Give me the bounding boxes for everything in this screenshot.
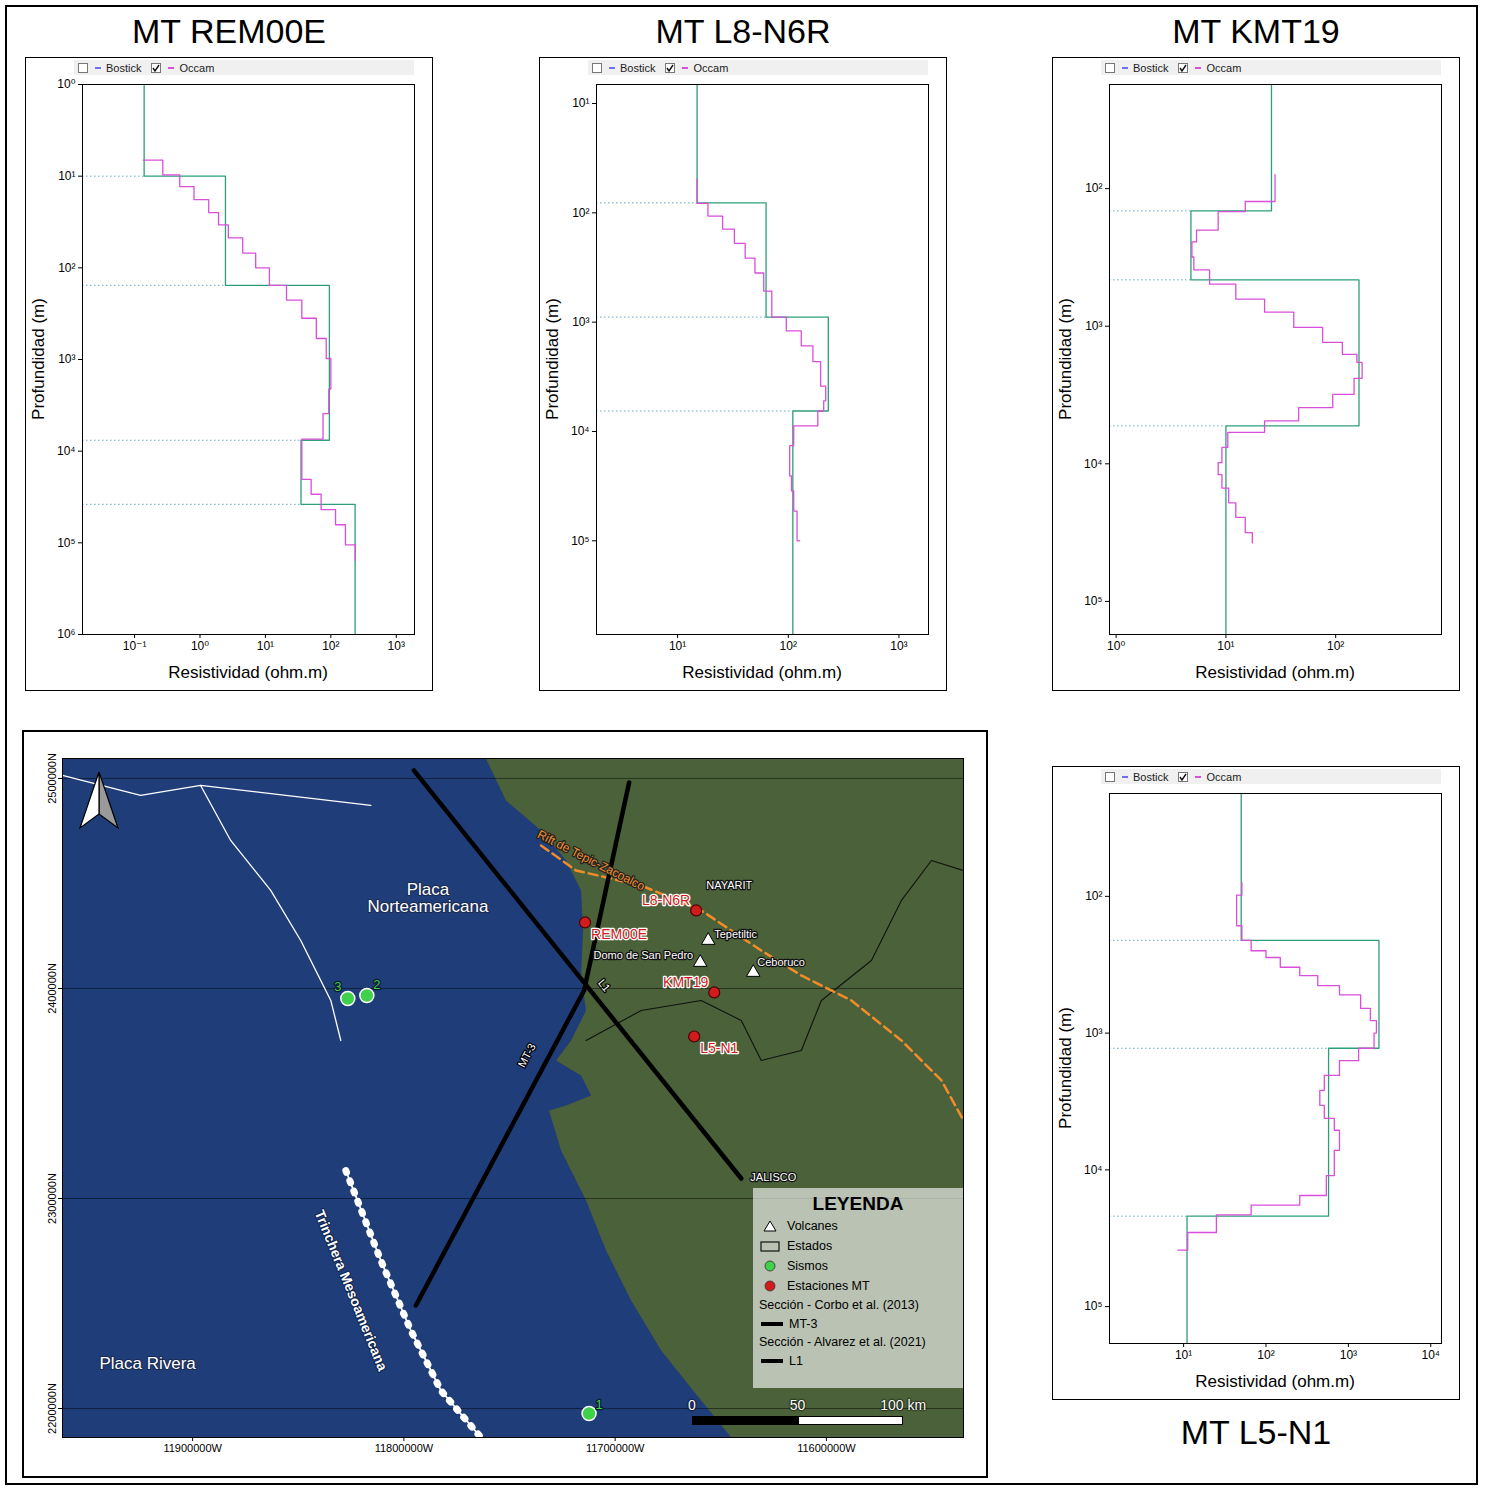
svg-text:10³: 10³ xyxy=(890,639,907,653)
svg-text:2500000N: 2500000N xyxy=(46,753,58,804)
svg-text:10²: 10² xyxy=(1085,889,1102,903)
html-text:Resistividad (ohm.m): Resistividad (ohm.m) xyxy=(1195,1372,1355,1391)
html-text:Bostick: Bostick xyxy=(1133,61,1169,74)
svg-text:REM00E: REM00E xyxy=(591,926,647,942)
html-text:Estados: Estados xyxy=(787,1239,833,1253)
svg-text:3: 3 xyxy=(334,979,341,994)
svg-text:10⁶: 10⁶ xyxy=(57,627,75,641)
svg-text:10²: 10² xyxy=(322,639,339,653)
svg-text:Trinchera Mesoamericana: Trinchera Mesoamericana xyxy=(312,1208,391,1374)
svg-text:10⁴: 10⁴ xyxy=(1084,1163,1103,1177)
svg-text:Rift de Tepic-Zacoalco: Rift de Tepic-Zacoalco xyxy=(535,827,647,893)
svg-text:10⁴: 10⁴ xyxy=(1084,457,1103,471)
html-text:Occam: Occam xyxy=(1206,61,1242,74)
svg-text:PlacaNorteamericana: PlacaNorteamericana xyxy=(367,880,488,916)
html-text:Sección - Corbo et al. (2013): Sección - Corbo et al. (2013) xyxy=(759,1298,919,1312)
svg-text:10²: 10² xyxy=(780,639,797,653)
html-text:Resistividad (ohm.m): Resistividad (ohm.m) xyxy=(682,663,842,682)
svg-text:10²: 10² xyxy=(572,206,589,220)
html-text:Sección - Alvarez et al. (2021: Sección - Alvarez et al. (2021) xyxy=(759,1335,926,1349)
svg-text:L1: L1 xyxy=(596,977,613,994)
svg-text:10¹: 10¹ xyxy=(58,169,75,183)
svg-text:10⁵: 10⁵ xyxy=(57,536,75,550)
svg-text:KMT19: KMT19 xyxy=(663,974,708,990)
html-text:Occam: Occam xyxy=(179,61,215,74)
svg-text:L5-N1: L5-N1 xyxy=(700,1040,738,1056)
svg-text:10¹: 10¹ xyxy=(1175,1348,1192,1362)
svg-text:11700000W: 11700000W xyxy=(586,1442,645,1454)
svg-text:10⁴: 10⁴ xyxy=(571,424,590,438)
html-text:L1: L1 xyxy=(789,1353,803,1368)
svg-text:10²: 10² xyxy=(1327,639,1344,653)
html-text:Occam: Occam xyxy=(693,61,729,74)
html-text:Resistividad (ohm.m): Resistividad (ohm.m) xyxy=(168,663,328,682)
svg-text:10²: 10² xyxy=(58,261,75,275)
svg-text:10⁵: 10⁵ xyxy=(1084,594,1102,608)
html-text:Resistividad (ohm.m): Resistividad (ohm.m) xyxy=(1195,663,1355,682)
html-text:50: 50 xyxy=(789,1397,806,1413)
svg-text:L8-N6R: L8-N6R xyxy=(642,892,690,908)
svg-text:11800000W: 11800000W xyxy=(375,1442,434,1454)
svg-text:JALISCO: JALISCO xyxy=(750,1171,796,1183)
svg-text:10⁴: 10⁴ xyxy=(57,444,76,458)
svg-text:10⁴: 10⁴ xyxy=(1422,1348,1441,1362)
html-text:LEYENDA: LEYENDA xyxy=(812,1193,904,1214)
svg-text:10⁵: 10⁵ xyxy=(571,534,589,548)
svg-text:10³: 10³ xyxy=(388,639,405,653)
svg-text:10³: 10³ xyxy=(1085,1026,1102,1040)
html-text:Bostick: Bostick xyxy=(620,61,656,74)
html-text:MT KMT19: MT KMT19 xyxy=(1172,12,1340,50)
svg-text:Domo de San Pedro: Domo de San Pedro xyxy=(594,949,694,961)
svg-text:2400000N: 2400000N xyxy=(46,963,58,1014)
svg-text:11600000W: 11600000W xyxy=(797,1442,856,1454)
html-text:MT L5-N1: MT L5-N1 xyxy=(1180,1413,1332,1451)
html-text:MT REM00E: MT REM00E xyxy=(132,12,326,50)
svg-text:10⁵: 10⁵ xyxy=(1084,1299,1102,1313)
html-text:Bostick: Bostick xyxy=(1133,770,1169,783)
html-text:MT L8-N6R: MT L8-N6R xyxy=(655,12,831,50)
svg-text:10²: 10² xyxy=(1257,1348,1274,1362)
svg-text:10³: 10³ xyxy=(1340,1348,1357,1362)
svg-text:10¹: 10¹ xyxy=(257,639,274,653)
html-text:0: 0 xyxy=(688,1397,696,1413)
html-text:Profundidad (m): Profundidad (m) xyxy=(1056,298,1075,420)
html-text:100 km: 100 km xyxy=(880,1397,927,1413)
svg-text:Placa Rivera: Placa Rivera xyxy=(99,1354,196,1373)
html-text:Volcanes: Volcanes xyxy=(787,1219,838,1233)
svg-text:10¹: 10¹ xyxy=(669,639,686,653)
svg-text:10³: 10³ xyxy=(1085,319,1102,333)
svg-text:MT-3: MT-3 xyxy=(515,1041,537,1069)
svg-text:10⁰: 10⁰ xyxy=(1107,639,1125,653)
svg-text:10²: 10² xyxy=(1085,181,1102,195)
svg-text:Ceboruco: Ceboruco xyxy=(757,956,805,968)
html-text:MT-3: MT-3 xyxy=(789,1316,818,1331)
html-text:Profundidad (m): Profundidad (m) xyxy=(29,298,48,420)
svg-text:10³: 10³ xyxy=(58,352,75,366)
svg-text:1: 1 xyxy=(595,1397,602,1412)
svg-text:10¹: 10¹ xyxy=(572,96,589,110)
svg-text:10³: 10³ xyxy=(572,315,589,329)
svg-text:10⁰: 10⁰ xyxy=(191,639,209,653)
html-text:Sismos: Sismos xyxy=(787,1259,828,1273)
svg-text:10¹: 10¹ xyxy=(1217,639,1234,653)
html-text:Occam: Occam xyxy=(1206,770,1242,783)
svg-text:11900000W: 11900000W xyxy=(163,1442,222,1454)
svg-text:2200000N: 2200000N xyxy=(46,1383,58,1434)
svg-text:10⁻¹: 10⁻¹ xyxy=(123,639,147,653)
html-text:Estaciones MT: Estaciones MT xyxy=(787,1279,870,1293)
html-text:Bostick: Bostick xyxy=(106,61,142,74)
html-text:Profundidad (m): Profundidad (m) xyxy=(543,298,562,420)
html-text:Profundidad (m): Profundidad (m) xyxy=(1056,1007,1075,1129)
svg-text:10⁰: 10⁰ xyxy=(57,77,75,91)
svg-text:NAYARIT: NAYARIT xyxy=(706,879,752,891)
svg-text:2300000N: 2300000N xyxy=(46,1173,58,1224)
svg-text:2: 2 xyxy=(373,977,380,992)
svg-text:Tepetiltic: Tepetiltic xyxy=(714,928,757,940)
